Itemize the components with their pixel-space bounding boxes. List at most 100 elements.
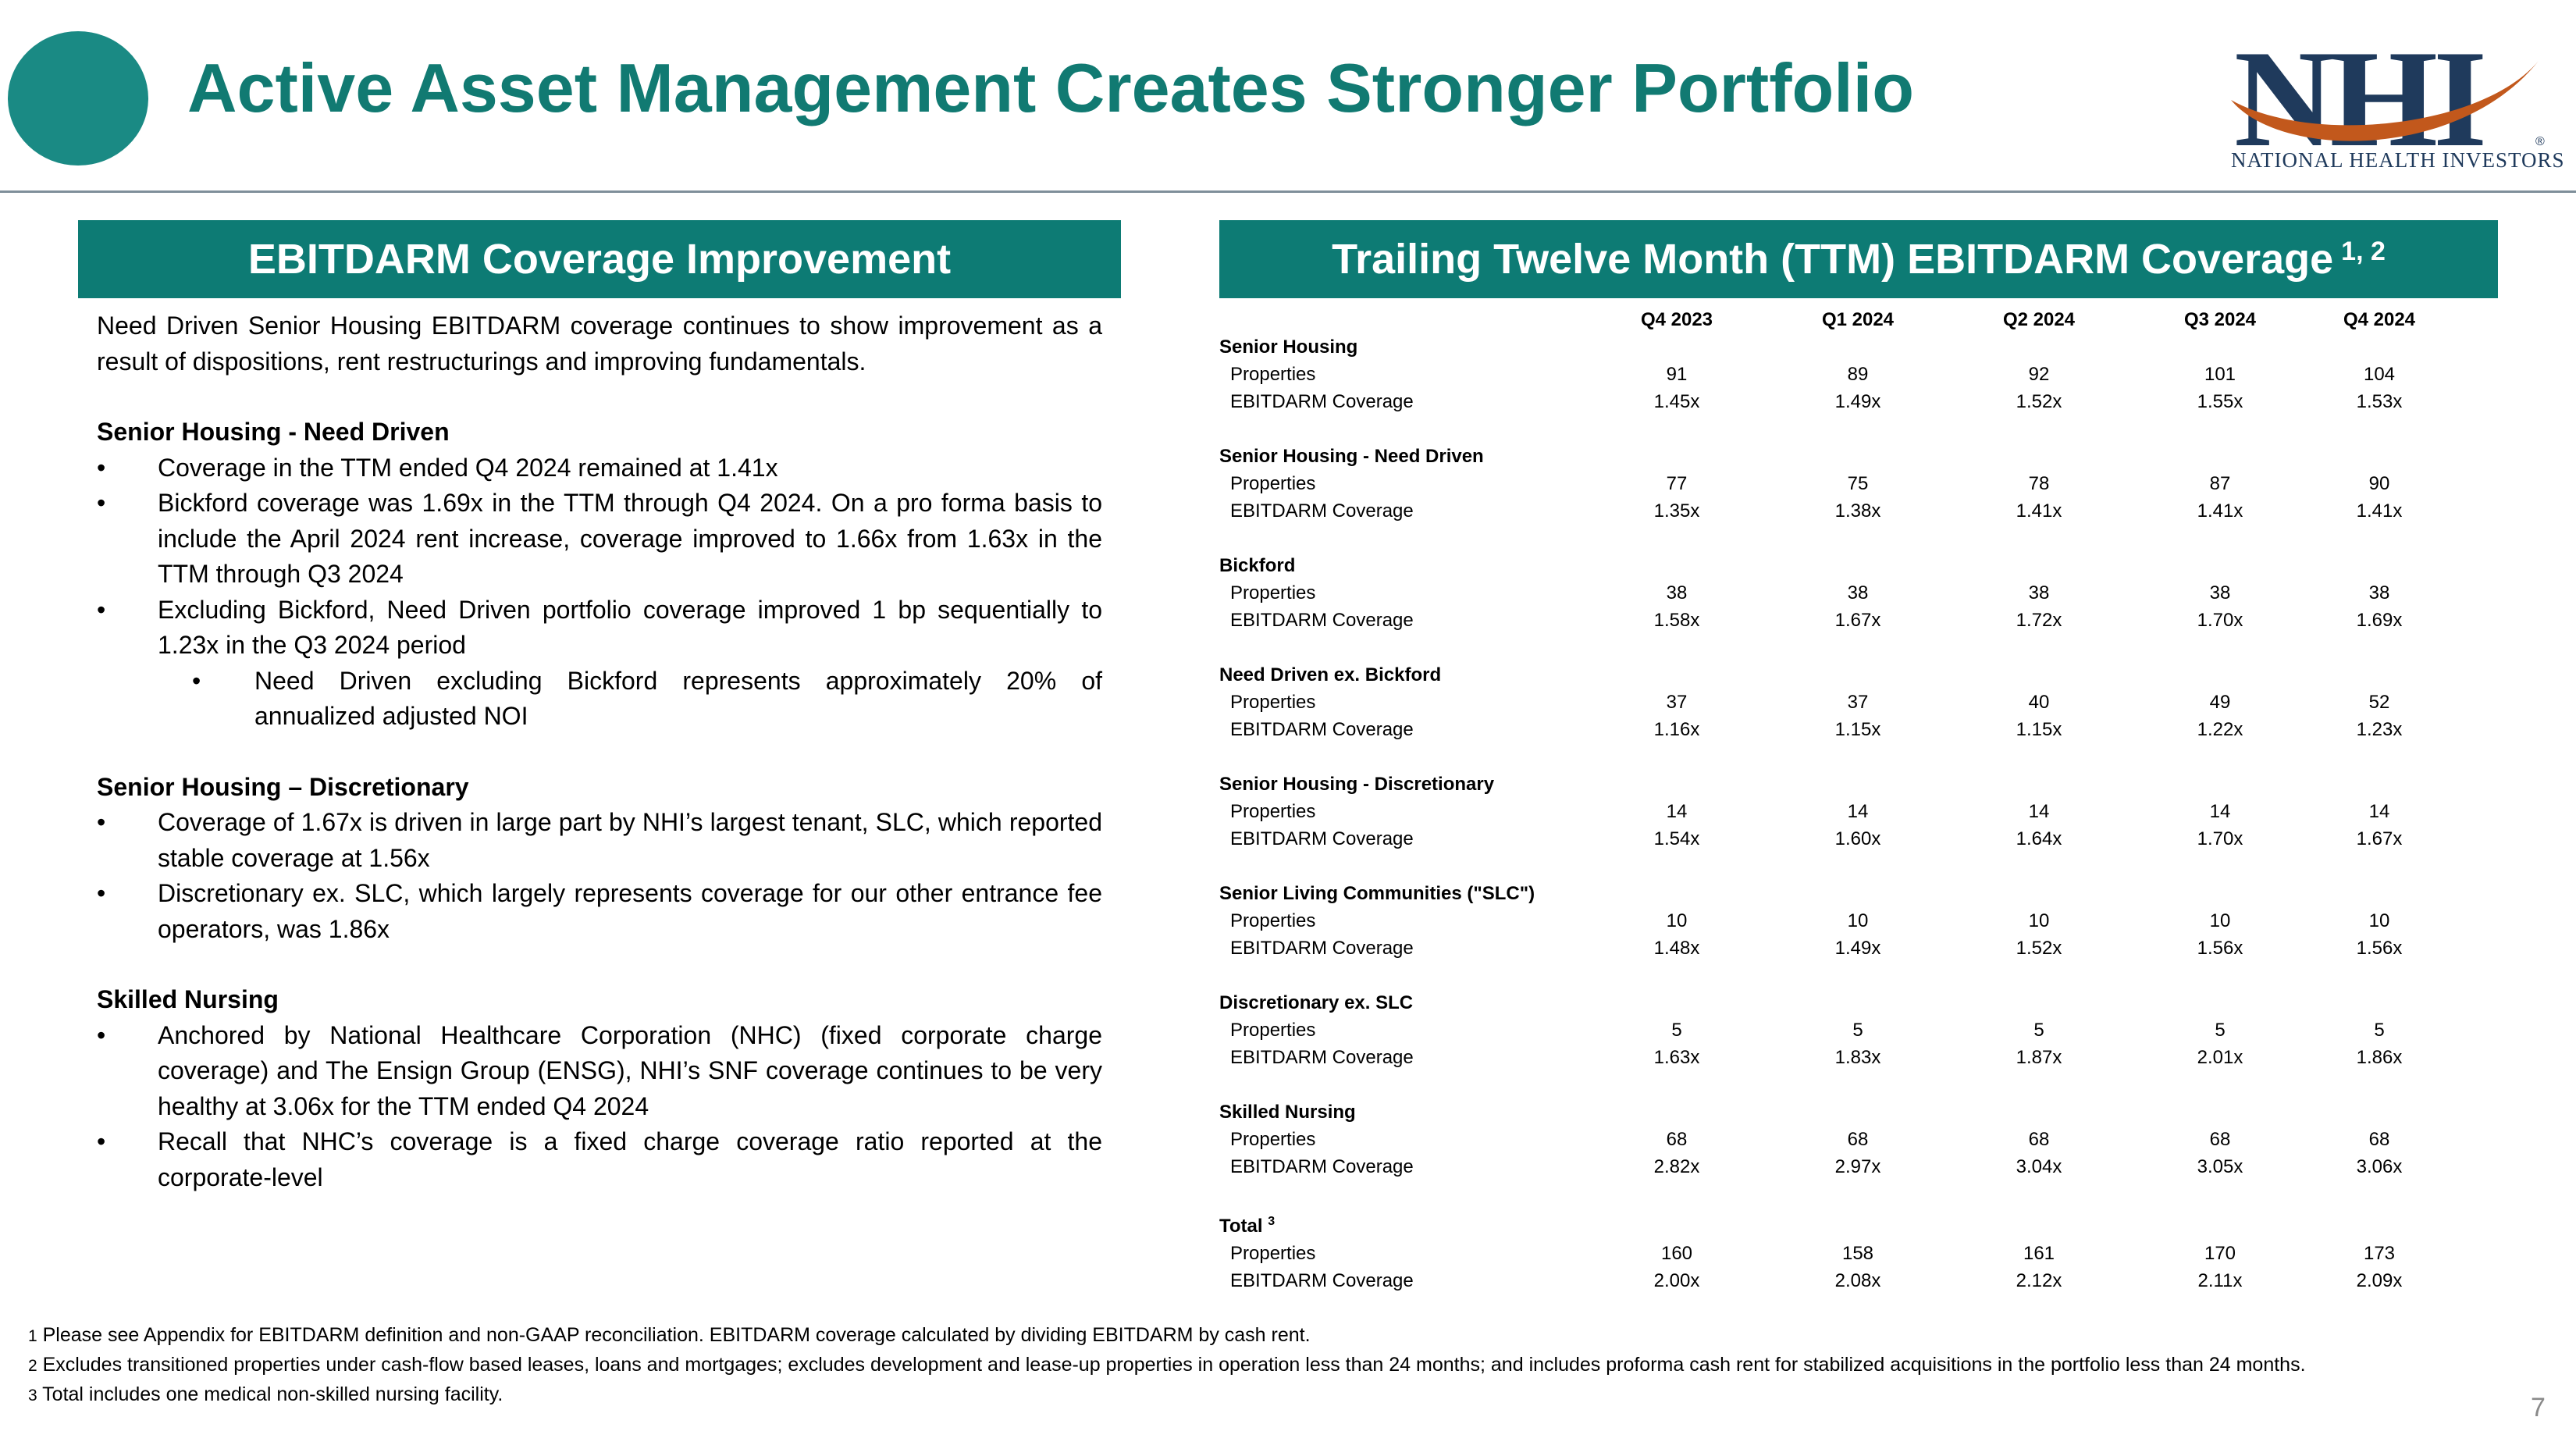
value-cell: 2.01x bbox=[2197, 1047, 2243, 1068]
spacer-row bbox=[1219, 415, 2448, 443]
spacer-row bbox=[1219, 962, 2448, 989]
section-name-text: Bickford bbox=[1219, 555, 1296, 576]
value-cell: 37 bbox=[1666, 692, 1688, 713]
row-label: Properties bbox=[1230, 910, 1316, 931]
value-cell: 14 bbox=[2368, 801, 2390, 822]
table-row: Properties 38 38 38 38 38 bbox=[1219, 579, 2448, 607]
value-cell: 1.56x bbox=[2197, 938, 2243, 959]
section-name: Skilled Nursing bbox=[1219, 1098, 1586, 1126]
value-cell: 91 bbox=[1666, 364, 1688, 385]
row-label: Properties bbox=[1230, 801, 1316, 822]
bullet-list: Coverage in the TTM ended Q4 2024 remain… bbox=[97, 450, 1102, 735]
footnote-number: 3 bbox=[28, 1387, 37, 1404]
left-panel-body: Need Driven Senior Housing EBITDARM cove… bbox=[97, 308, 1102, 1195]
empty-cell bbox=[1586, 661, 2448, 689]
value-cell: 1.83x bbox=[1834, 1047, 1881, 1068]
left-panel-heading: EBITDARM Coverage Improvement bbox=[78, 220, 1121, 298]
column-header: Q3 2024 bbox=[2183, 309, 2257, 330]
section-name: Senior Housing - Need Driven bbox=[1219, 443, 1586, 470]
table-row: Properties 37 37 40 49 52 bbox=[1219, 689, 2448, 716]
empty-cell bbox=[1586, 989, 2448, 1016]
row-label: Properties bbox=[1230, 473, 1316, 494]
spacer-row bbox=[1219, 634, 2448, 661]
value-cell: 170 bbox=[2204, 1243, 2236, 1264]
value-cell: 14 bbox=[1847, 801, 1869, 822]
row-label: Properties bbox=[1230, 692, 1316, 713]
value-cell: 1.23x bbox=[2356, 719, 2403, 740]
value-cell: 10 bbox=[2368, 910, 2390, 931]
value-cell: 52 bbox=[2368, 692, 2390, 713]
section-name-text: Total bbox=[1219, 1216, 1263, 1237]
footnote-text: Total includes one medical non-skilled n… bbox=[37, 1383, 503, 1405]
row-label: Properties bbox=[1230, 1020, 1316, 1041]
table-row: EBITDARM Coverage 1.54x 1.60x 1.64x 1.70x 1.6… bbox=[1219, 825, 2448, 853]
empty-cell bbox=[1586, 333, 2448, 361]
section-name: Senior Housing bbox=[1219, 333, 1586, 361]
value-cell: 5 bbox=[1852, 1020, 1863, 1041]
spacer-row bbox=[1219, 1071, 2448, 1098]
section-name-text: Senior Housing - Need Driven bbox=[1219, 446, 1484, 467]
spacer-row bbox=[1219, 1180, 2448, 1208]
footnote-number: 1 bbox=[28, 1327, 37, 1345]
header-divider bbox=[0, 190, 2576, 193]
value-cell: 2.11x bbox=[2197, 1270, 2243, 1291]
row-label: Properties bbox=[1230, 582, 1316, 603]
value-cell: 77 bbox=[1666, 473, 1688, 494]
spacer-cell bbox=[1219, 962, 2448, 989]
value-cell: 1.49x bbox=[1834, 391, 1881, 412]
value-cell: 2.00x bbox=[1653, 1270, 1700, 1291]
footnote-ref: 3 bbox=[1268, 1215, 1276, 1228]
spacer-row bbox=[1219, 525, 2448, 552]
section-name: Total 3 bbox=[1219, 1208, 1586, 1240]
section-header-row: Senior Housing bbox=[1219, 333, 2448, 361]
bullet-item: Recall that NHC’s coverage is a fixed ch… bbox=[97, 1124, 1102, 1195]
value-cell: 10 bbox=[1847, 910, 1869, 931]
table-row: EBITDARM Coverage 1.58x 1.67x 1.72x 1.70x 1.6… bbox=[1219, 607, 2448, 634]
value-cell: 1.38x bbox=[1834, 500, 1881, 522]
column-header: Q4 2024 bbox=[2343, 309, 2416, 330]
bullet-list: Coverage of 1.67x is driven in large par… bbox=[97, 805, 1102, 947]
spacer-cell bbox=[1219, 525, 2448, 552]
row-label: EBITDARM Coverage bbox=[1230, 719, 1414, 740]
value-cell: 1.22x bbox=[2197, 719, 2243, 740]
footnote-text: Excludes transitioned properties under c… bbox=[37, 1354, 2306, 1376]
value-cell: 1.41x bbox=[2016, 500, 2062, 522]
section-header-row: Skilled Nursing bbox=[1219, 1098, 2448, 1126]
value-cell: 5 bbox=[1671, 1020, 1682, 1041]
page-title: Active Asset Management Creates Stronger… bbox=[187, 49, 1914, 126]
value-cell: 1.54x bbox=[1653, 828, 1700, 849]
spacer-cell bbox=[1219, 634, 2448, 661]
nhi-logo: NHI ® bbox=[2231, 28, 2545, 176]
value-cell: 38 bbox=[1847, 582, 1869, 603]
value-cell: 68 bbox=[2368, 1129, 2390, 1150]
value-cell: 37 bbox=[1847, 692, 1869, 713]
value-cell: 1.72x bbox=[2016, 610, 2062, 631]
value-cell: 89 bbox=[1847, 364, 1869, 385]
table-row: EBITDARM Coverage 2.82x 2.97x 3.04x 3.05x 3.0… bbox=[1219, 1153, 2448, 1180]
section-name-text: Discretionary ex. SLC bbox=[1219, 992, 1414, 1013]
bullet-item: Coverage of 1.67x is driven in large par… bbox=[97, 805, 1102, 876]
section-header-row: Discretionary ex. SLC bbox=[1219, 989, 2448, 1016]
section-heading: Skilled Nursing bbox=[97, 985, 279, 1013]
footnote: 2 Excludes transitioned properties under… bbox=[28, 1351, 2464, 1380]
value-cell: 10 bbox=[1666, 910, 1688, 931]
value-cell: 1.53x bbox=[2356, 391, 2403, 412]
row-label: Properties bbox=[1230, 364, 1316, 385]
intro-paragraph: Need Driven Senior Housing EBITDARM cove… bbox=[97, 312, 1102, 376]
value-cell: 38 bbox=[1666, 582, 1688, 603]
row-label: EBITDARM Coverage bbox=[1230, 1156, 1414, 1177]
footnotes: 1 Please see Appendix for EBITDARM defin… bbox=[28, 1321, 2464, 1410]
value-cell: 1.67x bbox=[2356, 828, 2403, 849]
value-cell: 1.87x bbox=[2016, 1047, 2062, 1068]
row-label: EBITDARM Coverage bbox=[1230, 1270, 1414, 1291]
value-cell: 173 bbox=[2363, 1243, 2396, 1264]
value-cell: 1.15x bbox=[1834, 719, 1881, 740]
table-row: Properties 160 158 161 170 173 bbox=[1219, 1240, 2448, 1267]
value-cell: 68 bbox=[1666, 1129, 1688, 1150]
table-row: EBITDARM Coverage 2.00x 2.08x 2.12x 2.11x 2.0… bbox=[1219, 1267, 2448, 1294]
logo-registered-mark: ® bbox=[2535, 135, 2545, 148]
row-label: EBITDARM Coverage bbox=[1230, 610, 1414, 631]
value-cell: 38 bbox=[2209, 582, 2231, 603]
logo-swoosh bbox=[2231, 61, 2539, 141]
value-cell: 5 bbox=[2215, 1020, 2226, 1041]
